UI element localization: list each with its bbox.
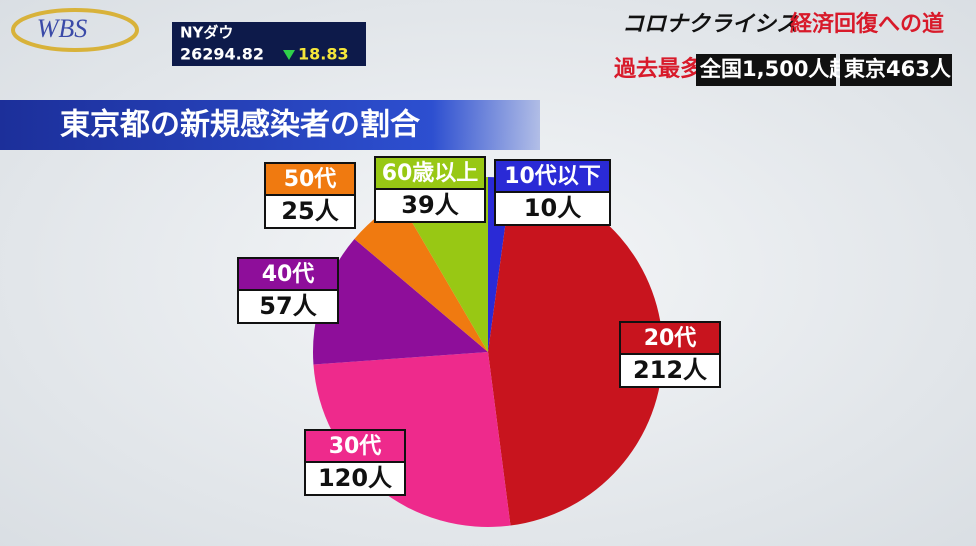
headline-tag: 過去最多 <box>614 56 702 82</box>
value-label: 39人 <box>401 191 458 219</box>
pie-slice <box>313 352 511 527</box>
category-label: 30代 <box>329 434 382 459</box>
ticker-price: 26294.82 <box>180 45 264 64</box>
label-head <box>374 156 486 190</box>
headline-series: コロナクライシス <box>622 12 798 37</box>
label-head <box>264 162 356 196</box>
logo-text: WBS <box>37 14 88 43</box>
label-head <box>494 159 611 193</box>
label-body <box>494 191 611 226</box>
ticker-name: NYダウ <box>180 24 233 42</box>
headline: コロナクライシス 経済回復への道 過去最多 全国1,500人超 東京463人 <box>614 11 952 86</box>
category-label: 60歳以上 <box>382 161 479 186</box>
pie-slice <box>354 200 488 352</box>
label-body <box>264 194 356 229</box>
pie-slice <box>313 238 488 365</box>
pie-slice <box>488 178 664 526</box>
value-label: 212人 <box>633 356 707 384</box>
headline-topic: 経済回復への道 <box>790 11 944 37</box>
value-label: 57人 <box>259 292 316 320</box>
chart-title: 東京都の新規感染者の割合 <box>60 108 420 143</box>
value-label: 10人 <box>524 194 581 222</box>
category-label: 40代 <box>262 262 315 287</box>
ticker-change: 18.83 <box>298 45 349 64</box>
category-label: 10代以下 <box>504 164 601 189</box>
category-label: 20代 <box>644 326 697 351</box>
value-label: 25人 <box>281 197 338 225</box>
category-label: 50代 <box>284 167 337 192</box>
ticker: NYダウ 26294.82 18.83 <box>172 22 366 66</box>
label-body <box>237 289 339 324</box>
label-body <box>304 461 406 496</box>
headline-tokyo: 東京463人 <box>844 57 951 81</box>
label-body <box>619 353 721 388</box>
headline-national: 全国1,500人超 <box>699 57 851 81</box>
label-head <box>237 257 339 291</box>
logo: WBS <box>11 8 139 52</box>
label-body <box>374 188 486 223</box>
title-bar <box>0 100 540 150</box>
value-label: 120人 <box>318 464 392 492</box>
